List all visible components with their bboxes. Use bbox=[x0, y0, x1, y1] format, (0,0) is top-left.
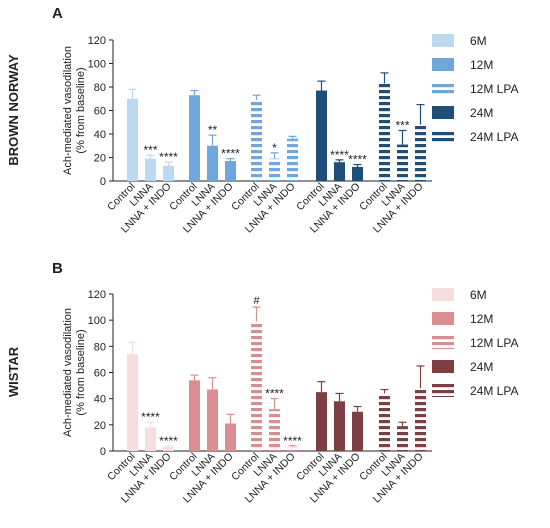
y-tick-label: 40 bbox=[94, 394, 106, 406]
legend-swatch bbox=[432, 360, 454, 373]
bar bbox=[127, 98, 138, 181]
y-tick-label: 40 bbox=[94, 129, 106, 141]
significance-mark: *** bbox=[395, 118, 409, 132]
significance-mark: **** bbox=[159, 434, 178, 448]
bar bbox=[379, 393, 390, 451]
bar bbox=[127, 354, 138, 451]
bar bbox=[352, 411, 363, 451]
y-tick-label: 20 bbox=[94, 420, 106, 432]
chart-panel-1: A BROWN NORWAY Ach-mediated vasodilation (%… bbox=[6, 5, 518, 236]
legend-swatch bbox=[432, 130, 454, 143]
panel-label: A bbox=[52, 5, 63, 22]
y-tick-label: 60 bbox=[94, 106, 106, 118]
y-tick-label: 60 bbox=[94, 368, 106, 380]
legend-swatch bbox=[432, 34, 454, 47]
bar bbox=[397, 426, 408, 451]
y-tick-label: 120 bbox=[88, 35, 106, 47]
legend-label: 6M bbox=[470, 34, 487, 48]
legend-label: 12M LPA bbox=[470, 82, 518, 96]
legend-label: 6M bbox=[470, 288, 487, 302]
y-axis-label: Ach-mediated vasodilation bbox=[62, 46, 74, 175]
bar bbox=[145, 427, 156, 451]
bar bbox=[352, 166, 363, 181]
bar bbox=[225, 423, 236, 451]
bar bbox=[163, 447, 174, 451]
legend-label: 12M bbox=[470, 312, 493, 326]
strain-label: BROWN NORWAY bbox=[6, 54, 21, 166]
y-tick-label: 100 bbox=[88, 315, 106, 327]
legend-label: 24M bbox=[470, 106, 493, 120]
bar bbox=[316, 392, 327, 451]
bar bbox=[415, 124, 426, 181]
bar bbox=[269, 158, 280, 181]
bar bbox=[251, 99, 262, 181]
legend-swatch bbox=[432, 336, 454, 349]
significance-mark: **** bbox=[265, 387, 284, 401]
bar bbox=[225, 161, 236, 181]
legend-swatch bbox=[432, 82, 454, 95]
bar bbox=[415, 388, 426, 451]
significance-mark: # bbox=[253, 295, 260, 307]
legend-label: 24M LPA bbox=[470, 384, 518, 398]
y-tick-label: 0 bbox=[100, 176, 106, 188]
significance-mark: * bbox=[272, 141, 277, 155]
legend-swatch bbox=[432, 288, 454, 301]
significance-mark: *** bbox=[143, 143, 157, 157]
bar bbox=[334, 162, 345, 181]
bar bbox=[269, 409, 280, 451]
significance-mark: **** bbox=[330, 148, 349, 162]
legend-swatch bbox=[432, 106, 454, 119]
y-tick-label: 0 bbox=[100, 446, 106, 458]
legend-swatch bbox=[432, 384, 454, 397]
significance-mark: **** bbox=[221, 147, 240, 161]
chart-panel-2: B WISTAR Ach-mediated vasodilation (% from … bbox=[6, 260, 518, 506]
bar bbox=[207, 389, 218, 451]
y-tick-label: 80 bbox=[94, 82, 106, 94]
significance-mark: **** bbox=[348, 153, 367, 167]
bar bbox=[287, 138, 298, 181]
bar bbox=[145, 158, 156, 181]
legend-swatch bbox=[432, 312, 454, 325]
panel-label: B bbox=[52, 260, 63, 277]
y-tick-label: 120 bbox=[88, 289, 106, 301]
bar bbox=[251, 321, 262, 451]
y-tick-label: 20 bbox=[94, 153, 106, 165]
bar bbox=[207, 145, 218, 181]
bar bbox=[163, 165, 174, 181]
bar bbox=[334, 401, 345, 451]
legend-label: 24M LPA bbox=[470, 130, 518, 144]
y-tick-label: 100 bbox=[88, 59, 106, 71]
bar bbox=[287, 447, 298, 451]
legend-label: 12M bbox=[470, 58, 493, 72]
y-axis-label-units: (% from baseline) bbox=[75, 329, 87, 415]
y-tick-label: 80 bbox=[94, 341, 106, 353]
bar bbox=[189, 95, 200, 181]
y-axis-label-units: (% from baseline) bbox=[75, 67, 87, 153]
y-axis-label: Ach-mediated vasodilation bbox=[62, 308, 74, 437]
legend-label: 12M LPA bbox=[470, 336, 518, 350]
bar bbox=[189, 380, 200, 451]
bar bbox=[316, 90, 327, 181]
significance-mark: **** bbox=[283, 434, 302, 448]
strain-label: WISTAR bbox=[6, 346, 21, 397]
bar bbox=[379, 83, 390, 181]
legend-label: 24M bbox=[470, 360, 493, 374]
significance-mark: **** bbox=[141, 410, 160, 424]
significance-mark: **** bbox=[159, 150, 178, 164]
significance-mark: ** bbox=[208, 123, 218, 137]
bar bbox=[397, 144, 408, 181]
legend-swatch bbox=[432, 58, 454, 71]
